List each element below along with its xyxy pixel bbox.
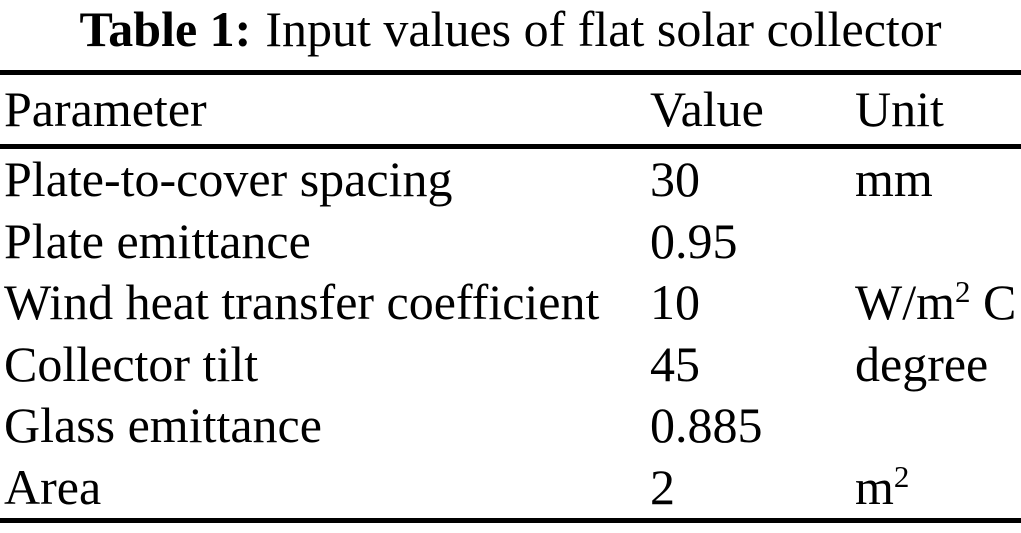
table-caption: Table 1: Input values of flat solar colle… (0, 0, 1021, 58)
table-row-parameter: Glass emittance (4, 397, 322, 454)
table-body: Plate-to-cover spacing 30 mm Plate emitt… (0, 149, 1021, 519)
table-row-value: 2 (650, 458, 675, 515)
table-header-row: Parameter Value Unit (0, 75, 1021, 144)
table-row-value: 0.95 (650, 212, 738, 269)
table-row-value: 30 (650, 151, 700, 207)
table-row-value: 0.885 (650, 397, 763, 454)
header-unit: Unit (855, 81, 944, 137)
table-caption-number: Table 1: (79, 1, 252, 57)
table-row-parameter: Collector tilt (4, 335, 259, 392)
header-rule (0, 144, 1021, 149)
unit-base: mm (855, 151, 933, 207)
header-value: Value (650, 81, 764, 137)
top-rule (0, 70, 1021, 75)
table-row-parameter: Wind heat transfer coefficient (4, 274, 600, 331)
table-row-value: 45 (650, 335, 700, 392)
table-row-parameter: Plate emittance (4, 212, 311, 269)
unit-superscript: 2 (954, 274, 971, 310)
unit-base: W/m (855, 274, 955, 331)
table-row-value: 10 (650, 274, 700, 331)
table-row-unit: mm (855, 149, 1021, 211)
unit-superscript: 2 (893, 458, 910, 494)
table-row-unit: m2 (855, 457, 1021, 519)
table-row-unit: degree (855, 334, 1021, 396)
table-caption-text: Input values of flat solar collector (265, 1, 942, 57)
table-row-unit (855, 395, 1021, 457)
table-row-parameter: Area (4, 458, 102, 515)
unit-base: m (855, 458, 894, 515)
unit-suffix: C (970, 274, 1017, 331)
unit-base: degree (855, 335, 989, 392)
table-row-unit (855, 211, 1021, 273)
header-parameter: Parameter (4, 81, 207, 137)
table-row-parameter: Plate-to-cover spacing (4, 151, 453, 207)
table-row-unit: W/m2 C (855, 272, 1021, 334)
bottom-rule (0, 518, 1021, 523)
